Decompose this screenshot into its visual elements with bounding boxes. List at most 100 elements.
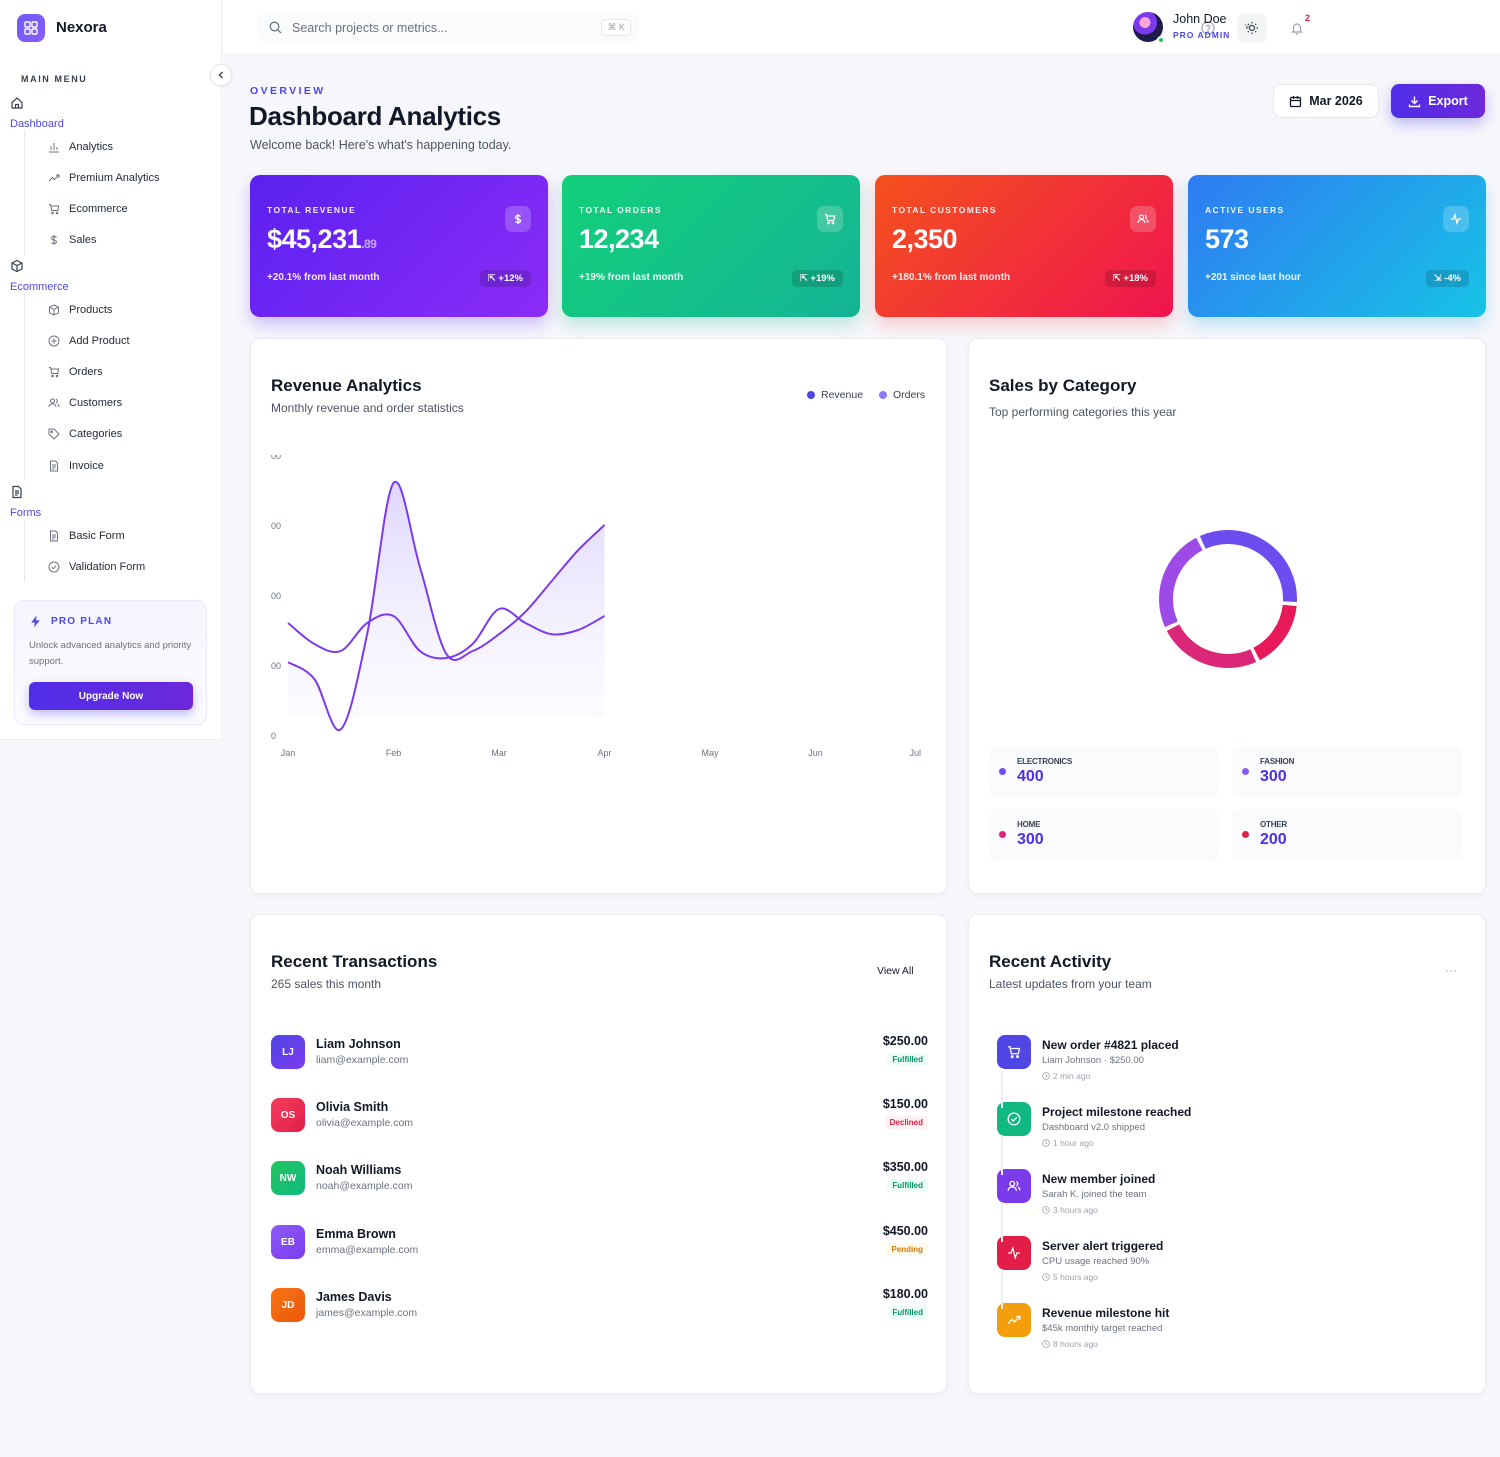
x-tick-label: Jul xyxy=(909,748,921,758)
activity-time: 1 hour ago xyxy=(1042,1138,1094,1148)
help-circle-icon xyxy=(1201,21,1215,35)
stat-card-revenue[interactable]: TOTAL REVENUE $45,231.89 +20.1% from las… xyxy=(250,175,548,317)
activity-item[interactable]: Server alert triggered CPU usage reached… xyxy=(997,1236,1417,1296)
sidebar-item-validation-form[interactable]: Validation Form xyxy=(25,551,145,582)
search-input[interactable] xyxy=(292,20,592,35)
sidebar-item-add-product[interactable]: Add Product xyxy=(25,325,130,356)
activity-item[interactable]: New order #4821 placed Liam Johnson · $2… xyxy=(997,1035,1417,1095)
clock-icon xyxy=(1042,1139,1050,1147)
legend-revenue[interactable]: Revenue xyxy=(807,389,863,401)
transaction-row[interactable]: NW Noah Williams noah@example.com $350.0… xyxy=(271,1158,928,1198)
search-bar[interactable]: ⌘ K xyxy=(257,13,639,42)
stat-value: 573 xyxy=(1205,224,1249,254)
transaction-avatar: OS xyxy=(271,1098,305,1132)
stat-footnote: +201 since last hour xyxy=(1205,272,1301,283)
donut-slice-fashion[interactable] xyxy=(1159,537,1203,628)
activity-item[interactable]: Project milestone reached Dashboard v2.0… xyxy=(997,1102,1417,1162)
category-donut-chart[interactable] xyxy=(1148,519,1308,679)
transaction-row[interactable]: EB Emma Brown emma@example.com $450.00 P… xyxy=(271,1222,928,1262)
brand-logo-icon xyxy=(17,13,45,42)
sidebar-item-label: Ecommerce xyxy=(69,202,128,215)
page-title: Dashboard Analytics xyxy=(249,101,501,131)
transaction-row[interactable]: OS Olivia Smith olivia@example.com $150.… xyxy=(271,1095,928,1135)
stat-label: TOTAL CUSTOMERS xyxy=(892,205,997,215)
theme-toggle-button[interactable] xyxy=(1237,13,1267,43)
transaction-avatar: JD xyxy=(271,1288,305,1322)
sidebar-group-label: Forms xyxy=(10,507,42,519)
sidebar-group-ecommerce[interactable]: Ecommerce xyxy=(10,259,69,295)
sidebar-item-customers[interactable]: Customers xyxy=(25,388,130,419)
sidebar-group-dashboard[interactable]: Dashboard xyxy=(10,96,64,132)
chevron-down-icon[interactable] xyxy=(1243,21,1253,31)
stat-card-customers[interactable]: TOTAL CUSTOMERS 2,350 +180.1% from last … xyxy=(875,175,1173,317)
activity-description: $45k monthly target reached xyxy=(1042,1323,1163,1334)
transaction-name: Noah Williams xyxy=(316,1163,402,1177)
stat-label: TOTAL REVENUE xyxy=(267,205,357,215)
upgrade-now-button[interactable]: Upgrade Now xyxy=(29,682,193,710)
sidebar-item-analytics[interactable]: Analytics xyxy=(25,131,159,162)
sidebar-item-basic-form[interactable]: Basic Form xyxy=(25,520,145,551)
legend-orders[interactable]: Orders xyxy=(879,389,925,401)
sidebar-item-orders[interactable]: Orders xyxy=(25,356,130,387)
sidebar-item-products[interactable]: Products xyxy=(25,294,130,325)
sidebar-group-label: Ecommerce xyxy=(10,281,69,293)
stat-card-orders[interactable]: TOTAL ORDERS 12,234 +19% from last month… xyxy=(562,175,860,317)
export-label: Export xyxy=(1428,94,1468,108)
donut-slice-electronics[interactable] xyxy=(1199,530,1297,603)
legend-dot xyxy=(879,391,887,399)
pro-plan-title: PRO PLAN xyxy=(29,615,192,628)
transaction-row[interactable]: JD James Davis james@example.com $180.00… xyxy=(271,1285,928,1325)
help-button[interactable] xyxy=(1193,13,1223,43)
category-electronics[interactable]: ELECTRONICS 400 xyxy=(989,746,1219,798)
timeline-connector xyxy=(1001,1068,1003,1108)
timeline-connector xyxy=(1001,1135,1003,1175)
sidebar-item-premium-analytics[interactable]: Premium Analytics xyxy=(25,162,159,193)
y-tick-label: 00 xyxy=(271,661,281,671)
card-title: Revenue Analytics xyxy=(271,376,422,395)
page-eyebrow: OVERVIEW xyxy=(250,85,326,97)
activity-item[interactable]: Revenue milestone hit $45k monthly targe… xyxy=(997,1303,1417,1363)
menu-title: MAIN MENU xyxy=(21,74,88,84)
x-tick-label: Mar xyxy=(491,748,507,758)
sidebar-group-forms[interactable]: Forms xyxy=(10,485,41,521)
stat-card-active-users[interactable]: ACTIVE USERS 573 +201 since last hour ⇲ … xyxy=(1188,175,1486,317)
sidebar-item-ecommerce[interactable]: Ecommerce xyxy=(25,193,159,224)
sidebar-item-invoice[interactable]: Invoice xyxy=(25,450,130,481)
category-home[interactable]: HOME 300 xyxy=(989,809,1219,861)
transaction-name: James Davis xyxy=(316,1290,392,1304)
trend-up-icon xyxy=(48,174,60,182)
activity-title: Server alert triggered xyxy=(1042,1239,1164,1253)
more-options-button[interactable]: ··· xyxy=(1445,963,1457,977)
stat-footnote: +19% from last month xyxy=(579,272,684,283)
view-all-link[interactable]: View All xyxy=(877,965,914,977)
donut-slice-home[interactable] xyxy=(1166,624,1257,668)
donut-slice-other[interactable] xyxy=(1253,604,1297,661)
timeline-connector xyxy=(1001,1269,1003,1309)
sidebar-item-sales[interactable]: Sales xyxy=(25,225,159,256)
category-fashion[interactable]: FASHION 300 xyxy=(1232,746,1462,798)
activity-description: Dashboard v2.0 shipped xyxy=(1042,1122,1145,1133)
activity-item[interactable]: New member joined Sarah K. joined the te… xyxy=(997,1169,1417,1229)
y-tick-label: 00 xyxy=(271,521,281,531)
export-button[interactable]: Export xyxy=(1391,84,1485,118)
stat-value-cents: .89 xyxy=(361,237,377,251)
category-other[interactable]: OTHER 200 xyxy=(1232,809,1462,861)
brand[interactable]: Nexora xyxy=(0,0,221,55)
sidebar-item-label: Sales xyxy=(69,234,97,247)
card-subtitle: Top performing categories this year xyxy=(989,405,1177,419)
box-icon xyxy=(11,259,23,273)
category-value: 300 xyxy=(1260,768,1287,785)
collapse-sidebar-button[interactable] xyxy=(210,64,232,86)
date-picker-button[interactable]: Mar 2026 xyxy=(1273,84,1379,118)
brand-name: Nexora xyxy=(56,19,107,36)
recent-activity-card: Recent Activity Latest updates from your… xyxy=(968,914,1486,1394)
transaction-row[interactable]: LJ Liam Johnson liam@example.com $250.00… xyxy=(271,1032,928,1072)
activity-description: Sarah K. joined the team xyxy=(1042,1189,1147,1200)
activity-time-text: 3 hours ago xyxy=(1053,1205,1098,1215)
transaction-amount: $350.00 xyxy=(882,1160,928,1174)
user-name[interactable]: John Doe xyxy=(1173,12,1227,26)
sidebar-item-categories[interactable]: Categories xyxy=(25,419,130,450)
transaction-amount: $150.00 xyxy=(882,1097,928,1111)
notifications-button[interactable]: 2 xyxy=(1282,13,1312,43)
